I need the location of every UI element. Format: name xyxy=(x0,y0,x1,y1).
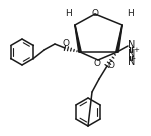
Text: -: - xyxy=(133,54,136,63)
Text: O: O xyxy=(92,8,98,18)
Text: +: + xyxy=(133,47,139,53)
Text: O: O xyxy=(63,39,69,49)
Text: N: N xyxy=(128,40,135,50)
Text: H: H xyxy=(66,10,72,18)
Text: N: N xyxy=(128,49,135,59)
Polygon shape xyxy=(116,25,122,52)
Text: O: O xyxy=(108,61,114,69)
Text: H: H xyxy=(127,10,133,18)
Polygon shape xyxy=(75,25,81,52)
Text: N: N xyxy=(128,57,135,67)
Text: O: O xyxy=(93,58,101,67)
